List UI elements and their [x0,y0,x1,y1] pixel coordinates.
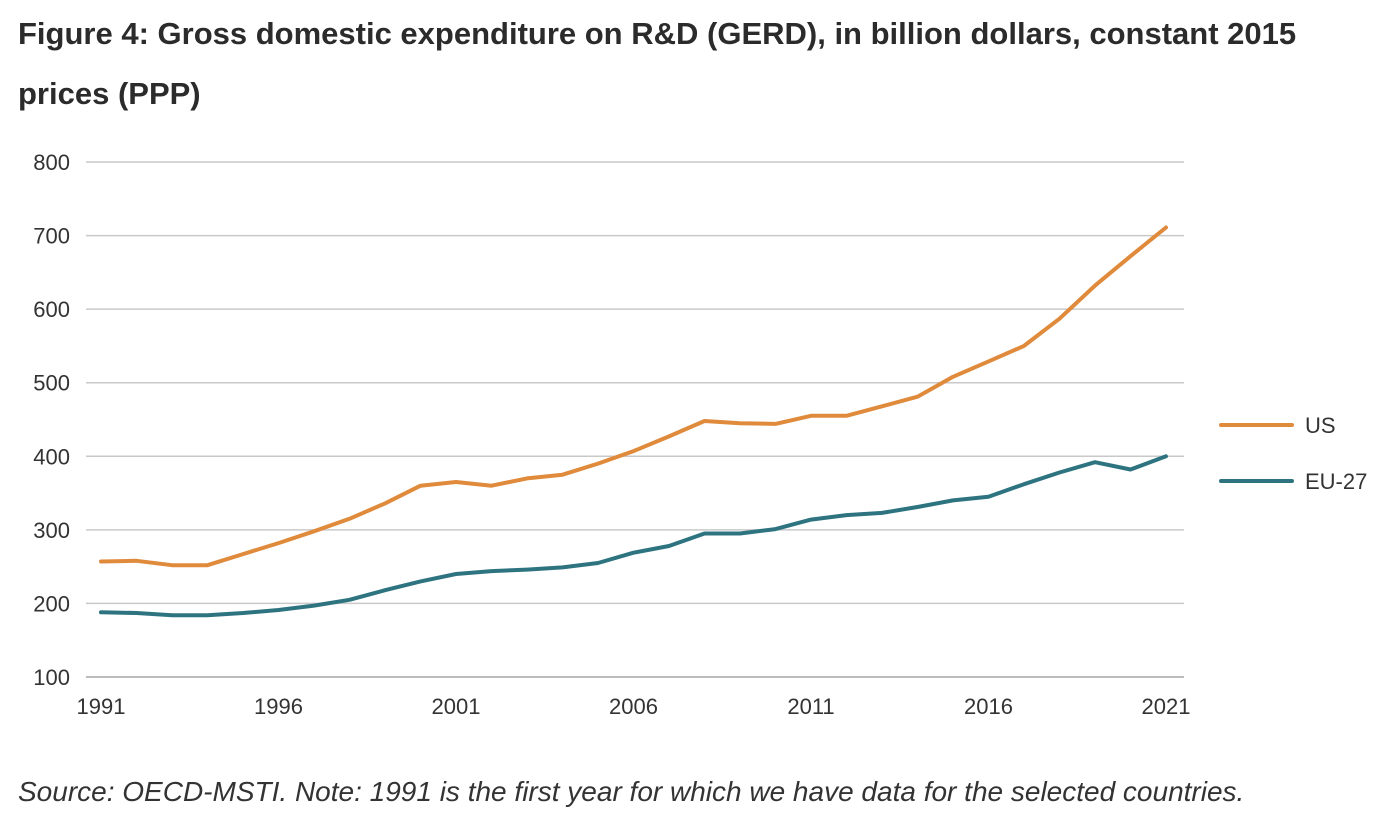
x-tick-label: 2021 [1142,694,1191,719]
line-chart: 100 200 300 400 500 600 700 800 1991 1996 2001 200… [33,150,1367,719]
series-line-eu-27 [99,454,1168,618]
x-tick-label: 1991 [77,694,126,719]
x-tick-label: 2006 [609,694,658,719]
y-axis-tick-labels: 100 200 300 400 500 600 700 800 [33,150,70,690]
series-line-us [99,225,1168,568]
y-tick-label: 600 [33,297,70,322]
chart-title: Figure 4: Gross domestic expenditure on … [18,16,1297,111]
source-note: Source: OECD-MSTI. Note: 1991 is the fir… [18,776,1245,807]
y-tick-label: 500 [33,371,70,396]
legend-label-eu-27: EU-27 [1305,469,1367,494]
x-tick-label: 2001 [432,694,481,719]
series-lines [99,225,1168,618]
legend: US EU-27 [1219,413,1367,494]
y-tick-label: 400 [33,444,70,469]
x-tick-label: 2016 [964,694,1013,719]
y-tick-label: 800 [33,150,70,175]
y-tick-label: 200 [33,591,70,616]
x-tick-label: 2011 [787,694,834,719]
y-tick-label: 700 [33,224,70,249]
legend-label-us: US [1305,413,1336,438]
y-tick-label: 100 [33,665,70,690]
x-axis-tick-labels: 1991 1996 2001 2006 2011 2016 2021 [77,694,1191,719]
x-tick-label: 1996 [254,694,303,719]
gridlines [86,161,1184,678]
y-tick-label: 300 [33,518,70,543]
